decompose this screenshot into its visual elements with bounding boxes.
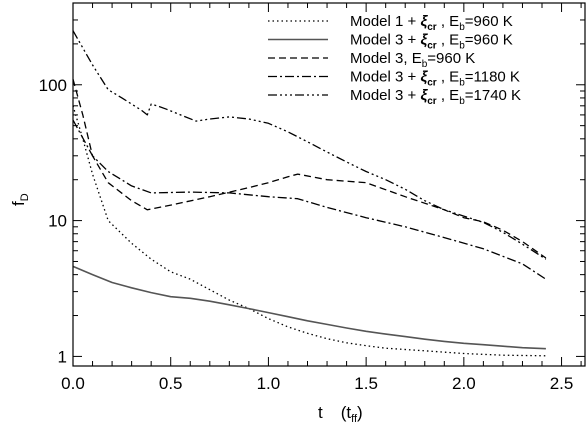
x-tick-label: 1.5 xyxy=(354,374,378,393)
series-group xyxy=(72,30,547,357)
series-line-1 xyxy=(72,105,546,357)
x-tick-label: 2.5 xyxy=(550,374,574,393)
y-tick-label: 10 xyxy=(48,212,67,231)
series-line-2 xyxy=(72,265,546,350)
x-tick-label: 0.5 xyxy=(159,374,183,393)
x-tick-label: 1.0 xyxy=(257,374,281,393)
x-tick-label: 2.0 xyxy=(452,374,476,393)
x-axis-title: t (tff) xyxy=(318,403,363,423)
legend-label-1: Model 1 + ξcr , Eb=960 K xyxy=(350,13,513,33)
series-line-3 xyxy=(72,79,547,259)
plot-frame xyxy=(72,2,586,367)
legend-label-4: Model 3 + ξcr , Eb=1180 K xyxy=(350,69,520,89)
y-tick-label: 100 xyxy=(39,76,67,95)
axes-group: 0.0 0.5 1.0 1.5 2.0 2.5 1 10 100 t (tff) fD xyxy=(9,2,586,423)
legend-label-2: Model 3 + ξcr , Eb=960 K xyxy=(350,32,513,52)
y-axis-title: fD xyxy=(9,193,31,206)
legend-label-3: Model 3, Eb=960 K xyxy=(350,50,475,70)
y-tick-label: 1 xyxy=(58,347,67,366)
series-line-4 xyxy=(72,119,547,280)
legend-label-5: Model 3 + ξcr , Eb=1740 K xyxy=(350,87,521,107)
x-tick-label: 0.0 xyxy=(61,374,85,393)
